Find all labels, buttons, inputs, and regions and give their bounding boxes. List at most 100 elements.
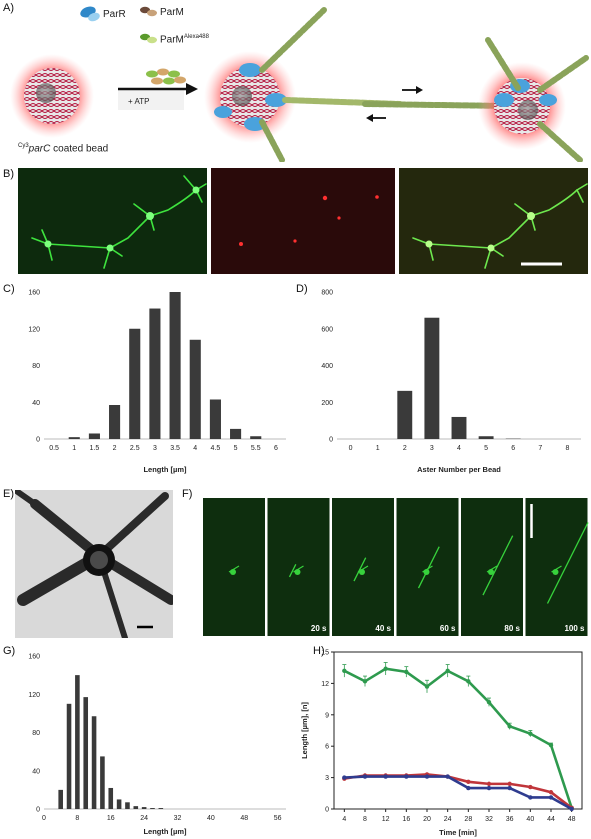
x-tick-label: 28 — [464, 816, 472, 823]
y-tick-label: 9 — [325, 712, 329, 719]
x-axis-title: Time [min] — [439, 828, 477, 837]
x-tick-label: 8 — [75, 815, 79, 822]
y-tick-label: 80 — [32, 730, 40, 737]
bar — [125, 802, 130, 809]
aster-arm — [486, 565, 498, 573]
series-red-point — [507, 781, 512, 787]
series-red-point — [486, 781, 492, 787]
y-tick-label: 0 — [36, 437, 40, 444]
series-green-point — [486, 700, 492, 705]
bar — [149, 308, 161, 439]
x-tick-label: 5.5 — [251, 445, 261, 452]
x-tick-label: 2 — [113, 445, 117, 452]
bar — [250, 436, 262, 439]
series-green-point — [424, 684, 430, 689]
bar — [83, 697, 89, 809]
panel-e-label: E) — [3, 488, 14, 500]
bar — [478, 436, 494, 439]
panel-a-label: A) — [3, 2, 14, 14]
series-blue-line — [344, 775, 573, 811]
series-blue-point — [445, 774, 450, 779]
reaction-arrow — [118, 83, 198, 110]
y-tick-label: 6 — [325, 744, 329, 751]
growing-filament — [288, 564, 297, 578]
bar — [141, 807, 147, 809]
bar — [451, 416, 467, 439]
series-green-point — [507, 724, 512, 729]
free-parm-cluster — [146, 68, 186, 85]
y-tick-label: 3 — [325, 775, 329, 782]
micrograph-green-channel — [18, 168, 207, 274]
x-tick-label: 32 — [174, 815, 182, 822]
series-blue-point — [507, 785, 512, 791]
parm-legend-label: ParM — [160, 7, 184, 18]
series-green-point — [342, 668, 347, 674]
series-red-point — [466, 779, 471, 784]
panel-b-micrographs — [18, 168, 588, 274]
x-tick-label: 40 — [526, 816, 534, 823]
series-blue-point — [548, 795, 554, 800]
series-blue-point — [404, 774, 409, 779]
panel-d-label: D) — [296, 283, 308, 295]
timelapse-frame — [203, 498, 265, 636]
timelapse-frame: 60 s — [396, 498, 459, 636]
x-tick-label: 4 — [457, 445, 461, 452]
bar — [230, 428, 242, 439]
x-tick-label: 6 — [274, 445, 278, 452]
timelapse-frame: 80 s — [461, 498, 523, 636]
panel-f-timelapse: 20 s 40 s 60 s 80 s 100 s — [203, 498, 589, 636]
bar — [88, 433, 100, 439]
parc-bead-left — [10, 54, 94, 138]
y-tick-label: 160 — [28, 290, 40, 297]
y-axis-title: Length [µm], [n] — [300, 702, 309, 759]
x-tick-label: 48 — [568, 816, 576, 823]
bar — [189, 339, 201, 439]
x-tick-label: 2 — [403, 445, 407, 452]
series-green-point — [466, 679, 471, 684]
y-tick-label: 40 — [32, 400, 40, 407]
panel-f-label: F) — [182, 488, 193, 500]
timestamp-label: 80 s — [504, 624, 520, 633]
timelapse-frame: 100 s — [525, 498, 589, 636]
panel-b-label: B) — [3, 168, 14, 180]
timelapse-frame: 20 s — [267, 498, 330, 636]
bar — [169, 292, 181, 439]
bar — [109, 405, 121, 439]
series-green-point — [362, 679, 368, 684]
x-tick-label: 24 — [140, 815, 148, 822]
x-axis-title: Length [µm] — [143, 827, 187, 836]
growing-filament — [353, 557, 367, 582]
x-tick-label: 16 — [107, 815, 115, 822]
parm-filament-up — [259, 7, 327, 73]
aster-arm — [551, 565, 562, 573]
x-tick-label: 7 — [538, 445, 542, 452]
aster-arm — [293, 565, 304, 573]
growing-filament — [482, 535, 514, 596]
series-green-point — [383, 666, 388, 671]
series-red-line — [344, 773, 573, 809]
timelapse-frame: 40 s — [332, 498, 394, 636]
series-blue-point — [466, 785, 471, 791]
x-tick-label: 4 — [342, 816, 346, 823]
x-tick-label: 8 — [363, 816, 367, 823]
series-blue-point — [528, 795, 533, 800]
parm-alexa-legend-label: ParMAlexa488 — [160, 34, 209, 46]
bar — [133, 806, 139, 809]
x-tick-label: 5 — [234, 445, 238, 452]
series-green-point — [548, 742, 554, 748]
y-tick-label: 0 — [325, 807, 329, 814]
bar — [424, 317, 440, 439]
series-blue-point — [362, 774, 368, 779]
series-blue-point — [569, 806, 574, 812]
panel-g-label: G) — [3, 645, 16, 657]
bar — [129, 328, 141, 439]
parm-filament-right — [485, 37, 589, 162]
timestamp-label: 60 s — [440, 624, 456, 633]
series-blue-point — [424, 774, 430, 779]
series-red-point — [528, 784, 533, 790]
x-tick-label: 3 — [430, 445, 434, 452]
bar — [100, 756, 105, 809]
y-tick-label: 0 — [36, 807, 40, 814]
x-tick-label: 16 — [402, 816, 410, 823]
x-tick-label: 44 — [547, 816, 555, 823]
